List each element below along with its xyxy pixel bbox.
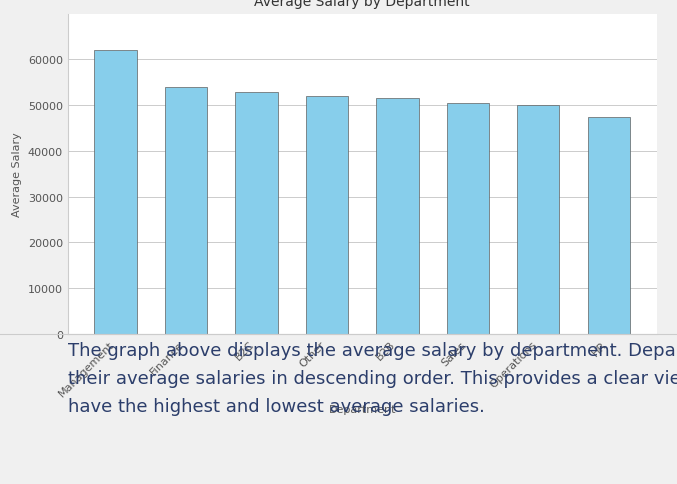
Bar — [447, 104, 489, 334]
Title: Average Salary by Department: Average Salary by Department — [255, 0, 470, 9]
Bar — [95, 51, 137, 334]
Bar — [588, 117, 630, 334]
Bar — [517, 106, 559, 334]
Bar — [236, 93, 278, 334]
Bar — [306, 97, 348, 334]
Bar — [376, 99, 418, 334]
X-axis label: Department: Department — [328, 404, 396, 414]
Y-axis label: Average Salary: Average Salary — [12, 132, 22, 217]
Text: The graph above displays the average salary by department. Departments are sorte: The graph above displays the average sal… — [68, 341, 677, 415]
Bar — [165, 88, 207, 334]
